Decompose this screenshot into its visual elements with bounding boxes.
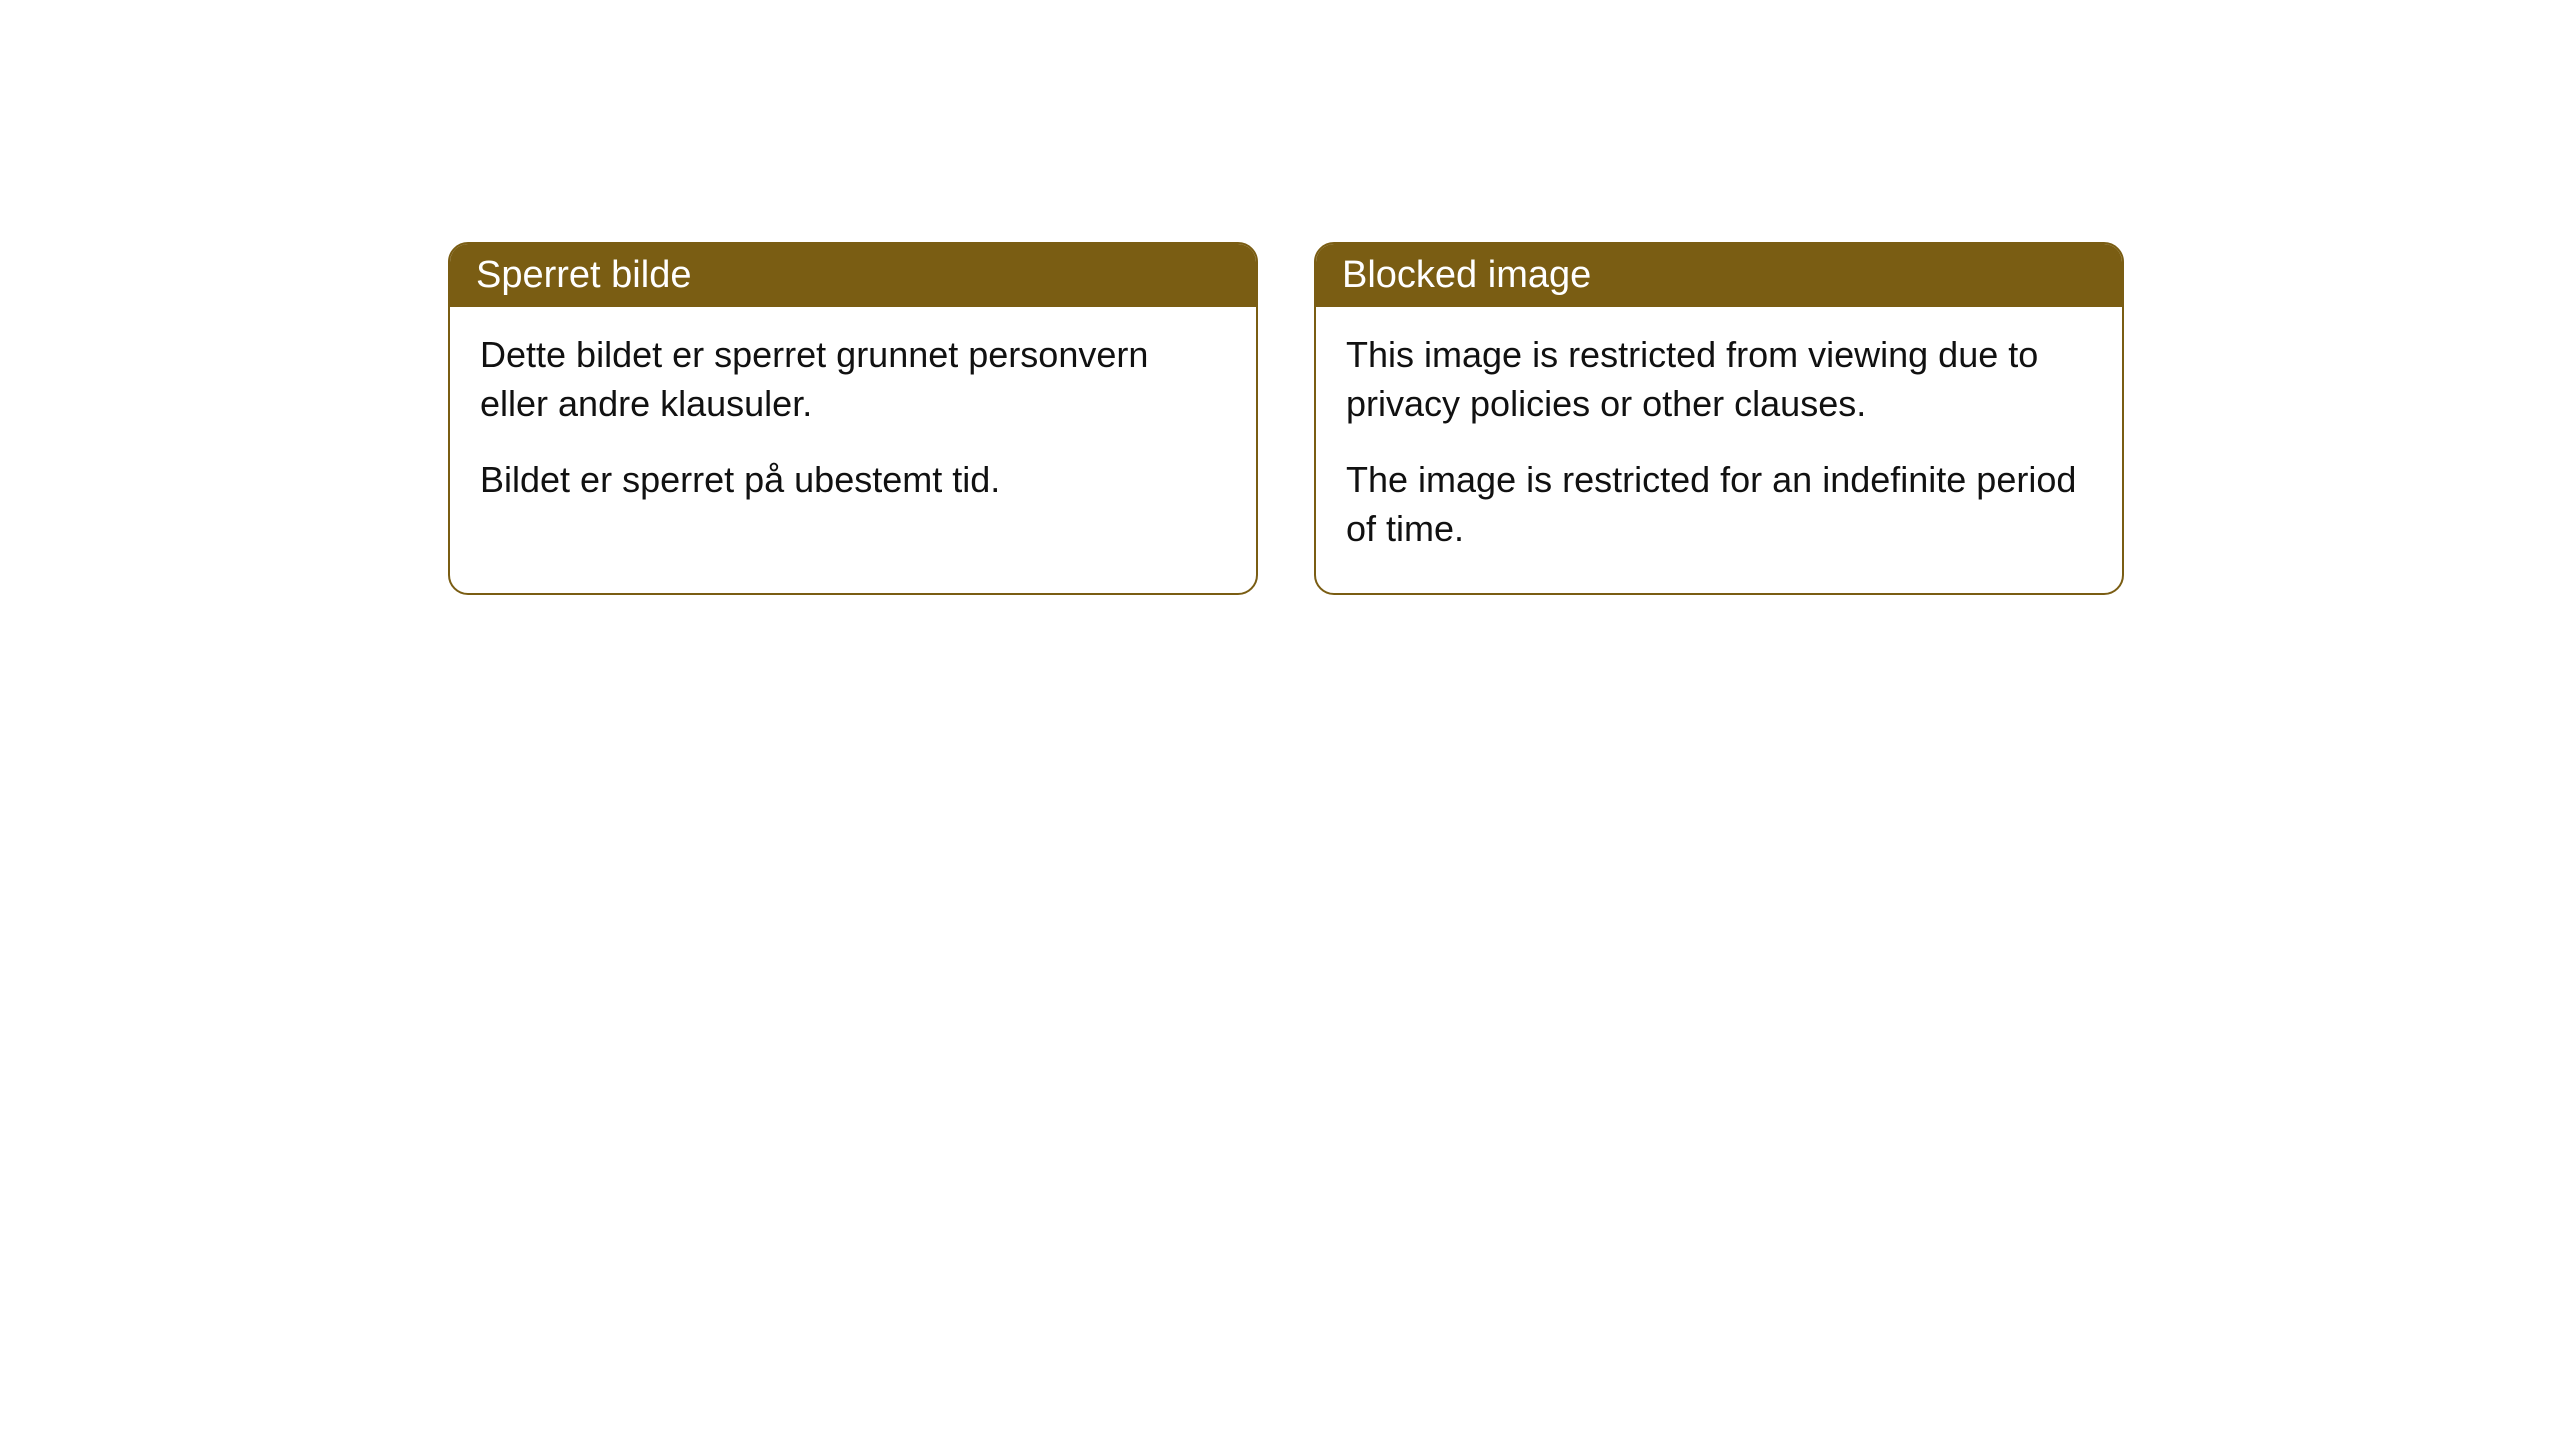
card-paragraph: Dette bildet er sperret grunnet personve… bbox=[480, 331, 1226, 428]
notice-card-norwegian: Sperret bilde Dette bildet er sperret gr… bbox=[448, 242, 1258, 595]
card-title: Blocked image bbox=[1342, 254, 1591, 296]
notice-card-english: Blocked image This image is restricted f… bbox=[1314, 242, 2124, 595]
notice-cards-container: Sperret bilde Dette bildet er sperret gr… bbox=[448, 242, 2124, 595]
card-header: Blocked image bbox=[1316, 244, 2122, 307]
card-paragraph: Bildet er sperret på ubestemt tid. bbox=[480, 456, 1226, 505]
card-body: This image is restricted from viewing du… bbox=[1316, 307, 2122, 593]
card-header: Sperret bilde bbox=[450, 244, 1256, 307]
card-body: Dette bildet er sperret grunnet personve… bbox=[450, 307, 1256, 545]
card-title: Sperret bilde bbox=[476, 254, 691, 296]
card-paragraph: The image is restricted for an indefinit… bbox=[1346, 456, 2092, 553]
card-paragraph: This image is restricted from viewing du… bbox=[1346, 331, 2092, 428]
